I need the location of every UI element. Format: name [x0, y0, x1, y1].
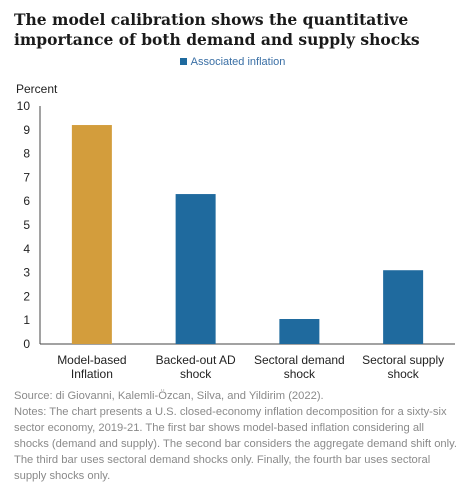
y-axis-label: Percent [16, 82, 58, 96]
x-tick-label: Sectoral supply shock [362, 353, 444, 381]
y-tick-label: 9 [23, 123, 30, 137]
y-tick-label: 5 [23, 218, 30, 232]
bar-1 [71, 125, 112, 344]
y-tick-label: 6 [23, 194, 30, 208]
chart-legend: Associated inflation [0, 56, 465, 68]
y-tick-label: 1 [23, 313, 30, 327]
y-tick-label: 0 [23, 337, 30, 351]
legend-label: Associated inflation [190, 56, 286, 68]
y-tick-label: 7 [23, 170, 30, 184]
y-tick-label: 3 [23, 266, 30, 280]
y-tick-label: 10 [17, 99, 31, 113]
y-tick-label: 4 [23, 242, 30, 256]
x-tick-label: Sectoral demand shock [254, 353, 345, 381]
legend-swatch [179, 57, 187, 65]
x-tick-label: Model-based Inflation [57, 353, 126, 381]
x-tick-label: Backed-out AD shock [156, 353, 236, 381]
chart-footer: Source: di Giovanni, Kalemli-Özcan, Silv… [14, 388, 458, 484]
bar-4 [383, 270, 424, 344]
notes-text: Notes: The chart presents a U.S. closed-… [14, 406, 457, 482]
y-tick-label: 2 [23, 289, 30, 303]
bar-2 [175, 194, 216, 344]
bar-3 [279, 319, 320, 344]
bar-chart: 0 1 2 3 4 5 6 7 8 9 10 Model-based Inflation Backed-o… [17, 99, 455, 381]
chart-title: The model calibration shows the quantita… [14, 10, 420, 49]
source-note: Source: di Giovanni, Kalemli-Özcan, Silv… [14, 390, 324, 402]
y-tick-label: 8 [23, 147, 30, 161]
